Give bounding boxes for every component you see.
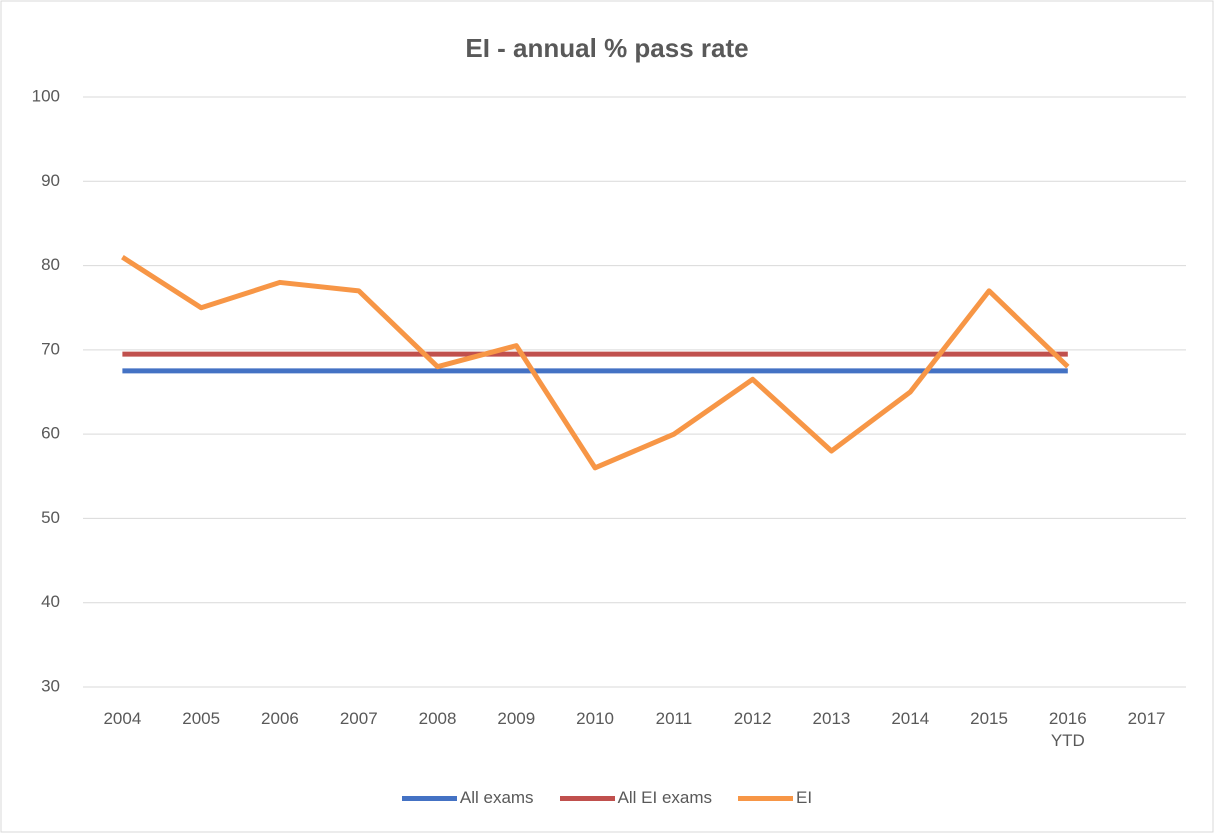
x-tick-label: 2004 bbox=[103, 709, 142, 728]
x-tick-label: 2011 bbox=[655, 709, 693, 728]
chart-title: EI - annual % pass rate bbox=[465, 33, 748, 63]
y-tick-label: 50 bbox=[41, 508, 60, 527]
legend-label: EI bbox=[796, 788, 813, 807]
y-tick-label: 90 bbox=[41, 171, 60, 190]
legend-swatch bbox=[738, 795, 794, 801]
y-tick-label: 70 bbox=[41, 339, 60, 358]
x-tick-label: 2006 bbox=[261, 709, 299, 728]
y-tick-label: 80 bbox=[41, 255, 60, 274]
legend-label: All exams bbox=[459, 788, 534, 807]
legend-item: All exams bbox=[401, 788, 534, 808]
series-line bbox=[121, 255, 1070, 471]
legend-swatch bbox=[401, 795, 457, 801]
x-tick-label: 2005 bbox=[182, 709, 221, 728]
legend-item: All EI exams bbox=[559, 788, 713, 808]
y-tick-label: 60 bbox=[41, 424, 60, 443]
x-tick-label: 2014 bbox=[891, 709, 930, 728]
x-tick-label: 2012 bbox=[733, 709, 772, 728]
x-tick-label: 2009 bbox=[497, 709, 536, 728]
x-tick-label: 2013 bbox=[812, 709, 851, 728]
y-tick-label: 30 bbox=[41, 676, 60, 695]
x-tick-label: 2007 bbox=[339, 709, 378, 728]
x-tick-label: 2010 bbox=[576, 709, 614, 728]
y-tick-label: 40 bbox=[41, 592, 60, 611]
x-tick-label: 2017 bbox=[1127, 709, 1166, 728]
legend-item: EI bbox=[738, 788, 812, 808]
y-tick-label: 100 bbox=[32, 86, 60, 105]
legend-swatch bbox=[559, 795, 615, 801]
x-tick-label: 2008 bbox=[418, 709, 457, 728]
x-tick-label: 2015 bbox=[970, 709, 1008, 728]
x-tick-label: 2016 YTD bbox=[1048, 709, 1087, 750]
legend-label: All EI exams bbox=[617, 788, 713, 807]
legend: All exams All EI exams EI bbox=[0, 788, 1214, 808]
